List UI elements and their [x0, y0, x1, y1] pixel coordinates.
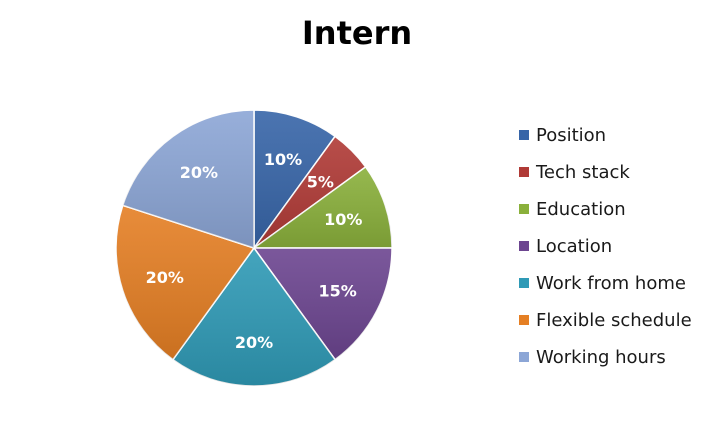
legend-label: Working hours: [536, 346, 666, 368]
data-label-education: 10%: [324, 210, 362, 229]
pie-slice-shading: [172, 248, 336, 386]
legend: Position Tech stack Education Location Work …: [519, 124, 692, 368]
legend-label: Location: [536, 235, 613, 257]
legend-label: Tech stack: [536, 161, 630, 183]
pie-slice-shading: [254, 166, 392, 248]
legend-item: Tech stack: [519, 161, 692, 183]
pie-slice-shading: [254, 136, 366, 248]
legend-swatch: [519, 167, 529, 177]
legend-label: Flexible schedule: [536, 309, 692, 331]
legend-swatch: [519, 204, 529, 214]
legend-swatch: [519, 315, 529, 325]
pie-slice-shading: [254, 248, 393, 360]
legend-item: Education: [519, 198, 692, 220]
legend-swatch: [519, 241, 529, 251]
data-label-tech-stack: 5%: [307, 173, 334, 192]
legend-swatch: [519, 130, 529, 140]
legend-item: Position: [519, 124, 692, 146]
legend-item: Work from home: [519, 272, 692, 294]
pie-slices: [115, 109, 393, 387]
data-label-flexible-schedule: 20%: [146, 268, 184, 287]
data-label-position: 10%: [264, 150, 302, 169]
data-label-location: 15%: [318, 282, 356, 301]
legend-label: Education: [536, 198, 626, 220]
pie-slice-shading: [116, 205, 254, 360]
legend-label: Position: [536, 124, 607, 146]
pie-slice-shading: [254, 110, 336, 248]
chart-title: Intern: [301, 14, 413, 52]
legend-swatch: [519, 352, 529, 362]
legend-item: Flexible schedule: [519, 309, 692, 331]
pie-data-labels: 10% 5% 10% 15% 20% 20% 20%: [146, 150, 363, 352]
legend-swatch: [519, 278, 529, 288]
legend-item: Working hours: [519, 346, 692, 368]
legend-item: Location: [519, 235, 692, 257]
data-label-working-hours: 20%: [180, 163, 218, 182]
data-label-work-from-home: 20%: [235, 333, 273, 352]
legend-label: Work from home: [536, 272, 686, 294]
pie-slice-shading: [122, 110, 254, 248]
